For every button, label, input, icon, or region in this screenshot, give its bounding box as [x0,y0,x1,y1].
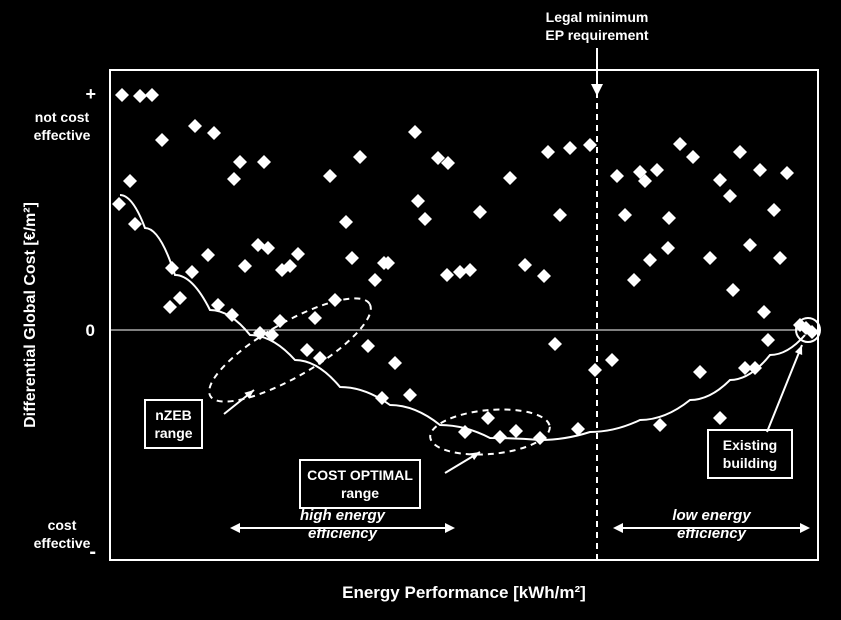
nzeb-label-text-0: nZEB [155,407,192,423]
not-cost-label: not cost [35,109,90,125]
cost-label: cost [48,517,77,533]
cost-optimal-label-text-1: range [341,485,379,501]
legal-label-2: EP requirement [545,27,649,43]
high-eff-1: high energy [300,507,386,524]
low-eff-1: low energy [672,507,751,524]
legal-label-1: Legal minimum [546,9,649,25]
plus-sign: + [85,84,96,104]
existing-label-text-0: Existing [723,437,777,453]
cost-optimal-chart: 0 Legal minimum EP requirement Differential… [0,0,841,620]
cost-effective-label: effective [34,535,91,551]
not-cost-effective-label: effective [34,127,91,143]
cost-optimal-label-text-0: COST OPTIMAL [307,467,413,483]
x-axis-label: Energy Performance [kWh/m²] [342,583,586,602]
existing-label-text-1: building [723,455,777,471]
y-axis-label: Differential Global Cost [€/m²] [22,202,39,428]
nzeb-label-text-1: range [154,425,192,441]
y-zero-label: 0 [86,321,95,340]
